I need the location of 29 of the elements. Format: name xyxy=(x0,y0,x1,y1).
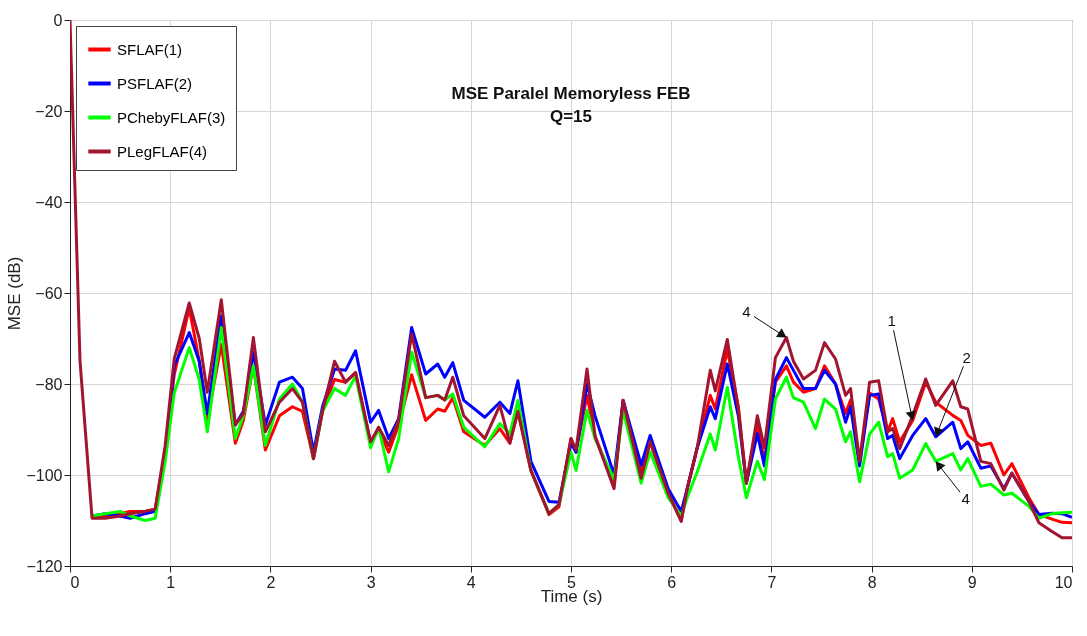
x-tick-label: 0 xyxy=(70,573,80,591)
annotation: 2 xyxy=(962,348,971,366)
annotation: 4 xyxy=(742,302,751,320)
annotation: 1 xyxy=(887,312,896,330)
x-tick-label: 1 xyxy=(166,573,176,591)
y-axis-title: MSE (dB) xyxy=(5,256,25,331)
y-tick-label: −120 xyxy=(26,557,63,575)
legend-label: SFLAF(1) xyxy=(117,40,183,58)
legend-label: PChebyFLAF(3) xyxy=(117,108,226,126)
legend-label: PLegFLAF(4) xyxy=(117,142,208,160)
x-tick-label: 5 xyxy=(567,573,577,591)
annotation: 4 xyxy=(961,490,970,508)
y-tick-label: −100 xyxy=(26,466,63,484)
y-tick-label: −60 xyxy=(35,284,63,302)
y-tick-label: 0 xyxy=(53,11,63,29)
text: Q=15 xyxy=(549,107,593,126)
x-tick-label: 2 xyxy=(266,573,276,591)
x-tick-label: 4 xyxy=(466,573,476,591)
x-tick-label: 6 xyxy=(667,573,677,591)
y-tick-label: −80 xyxy=(35,375,63,393)
text: MSE Paralel Memoryless FEB xyxy=(451,84,691,103)
x-tick-label: 7 xyxy=(767,573,777,591)
y-tick-label: −40 xyxy=(35,193,63,211)
x-tick-label: 8 xyxy=(867,573,877,591)
x-tick-label: 9 xyxy=(967,573,977,591)
y-tick-label: −20 xyxy=(35,102,63,120)
x-tick-label: 10 xyxy=(1054,573,1073,591)
x-tick-label: 3 xyxy=(366,573,376,591)
legend-label: PSFLAF(2) xyxy=(117,74,193,92)
